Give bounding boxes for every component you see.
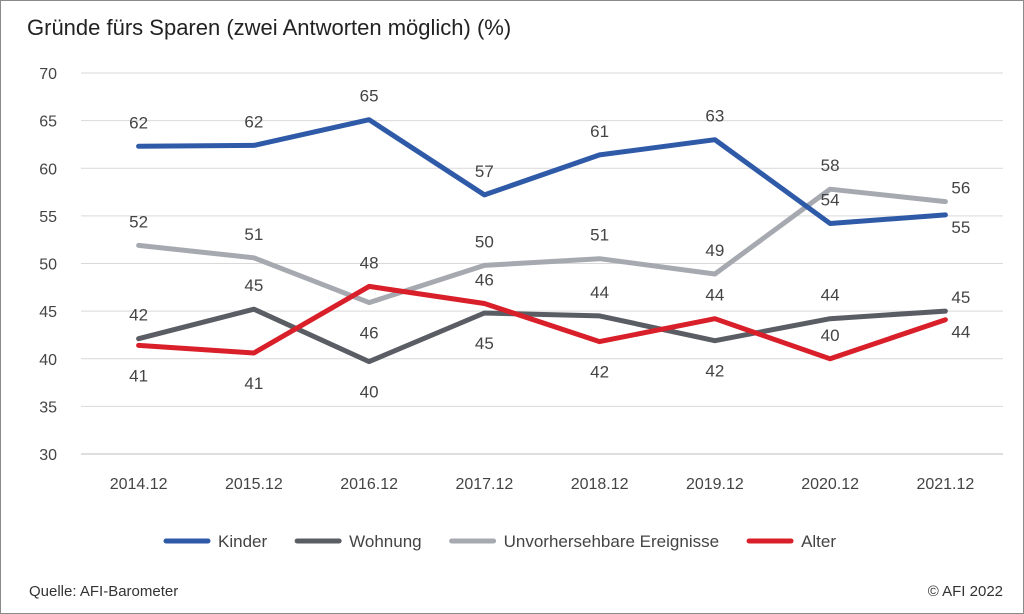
data-label: 42 bbox=[129, 306, 148, 325]
data-label: 44 bbox=[705, 286, 724, 305]
data-label: 40 bbox=[360, 383, 379, 402]
data-label: 42 bbox=[590, 363, 609, 382]
series-lines bbox=[136, 117, 948, 365]
y-tick-label: 50 bbox=[39, 257, 57, 274]
copyright-note: © AFI 2022 bbox=[927, 583, 1003, 600]
data-label: 51 bbox=[590, 226, 609, 245]
y-tick-label: 45 bbox=[39, 304, 57, 321]
series-line-unvorhersehbare-ereignisse bbox=[136, 186, 948, 306]
grid-lines bbox=[81, 72, 1003, 455]
data-label: 46 bbox=[360, 324, 379, 343]
data-label: 42 bbox=[705, 362, 724, 381]
legend: Kinder Wohnung Unvorhersehbare Ereignisse A… bbox=[163, 532, 836, 551]
data-label: 61 bbox=[590, 122, 609, 141]
data-label: 50 bbox=[475, 232, 494, 251]
series-line-alter bbox=[136, 283, 948, 362]
data-label: 48 bbox=[360, 253, 379, 272]
source-note: Quelle: AFI-Barometer bbox=[29, 583, 179, 600]
y-tick-label: 35 bbox=[39, 399, 57, 416]
data-label: 62 bbox=[244, 112, 263, 131]
x-axis: 2014.12 2015.12 2016.12 2017.12 2018.12 2019.… bbox=[110, 476, 975, 493]
data-label: 56 bbox=[951, 179, 970, 198]
x-tick-label: 2017.12 bbox=[455, 476, 513, 493]
legend-label: Alter bbox=[801, 532, 836, 551]
x-tick-label: 2016.12 bbox=[340, 476, 398, 493]
y-tick-label: 60 bbox=[39, 161, 57, 178]
data-label: 51 bbox=[244, 225, 263, 244]
x-tick-label: 2021.12 bbox=[916, 476, 974, 493]
data-label: 58 bbox=[821, 156, 840, 175]
legend-label: Kinder bbox=[218, 532, 267, 551]
legend-label: Wohnung bbox=[349, 532, 421, 551]
series-line-wohnung bbox=[136, 306, 948, 365]
data-label: 49 bbox=[705, 241, 724, 260]
data-label: 55 bbox=[951, 218, 970, 237]
chart-title: Gründe fürs Sparen (zwei Antworten mögli… bbox=[27, 15, 512, 40]
data-label: 65 bbox=[360, 87, 379, 106]
data-labels: 42 45 40 45 44 42 44 45 52 51 46 50 51 49 58 56 41 41 48 46… bbox=[129, 87, 970, 402]
data-label: 40 bbox=[821, 326, 840, 345]
data-label: 54 bbox=[821, 190, 840, 209]
data-label: 57 bbox=[475, 162, 494, 181]
data-label: 45 bbox=[244, 276, 263, 295]
series-line-kinder bbox=[136, 117, 948, 226]
data-label: 52 bbox=[129, 212, 148, 231]
data-label: 46 bbox=[475, 271, 494, 290]
legend-label: Unvorhersehbare Ereignisse bbox=[504, 532, 719, 551]
data-label: 44 bbox=[590, 283, 609, 302]
y-tick-label: 55 bbox=[39, 209, 57, 226]
data-label: 63 bbox=[705, 107, 724, 126]
y-tick-label: 40 bbox=[39, 352, 57, 369]
y-axis: 30 35 40 45 50 55 60 65 70 bbox=[39, 66, 57, 464]
data-label: 41 bbox=[129, 366, 148, 385]
x-tick-label: 2015.12 bbox=[225, 476, 283, 493]
x-tick-label: 2020.12 bbox=[801, 476, 859, 493]
x-tick-label: 2019.12 bbox=[686, 476, 744, 493]
data-label: 44 bbox=[821, 286, 840, 305]
data-label: 45 bbox=[475, 334, 494, 353]
data-label: 45 bbox=[951, 288, 970, 307]
data-label: 41 bbox=[244, 374, 263, 393]
x-tick-label: 2018.12 bbox=[571, 476, 629, 493]
y-tick-label: 70 bbox=[39, 66, 57, 83]
data-label: 44 bbox=[951, 323, 970, 342]
data-label: 62 bbox=[129, 113, 148, 132]
x-tick-label: 2014.12 bbox=[110, 476, 168, 493]
y-tick-label: 30 bbox=[39, 447, 57, 464]
y-tick-label: 65 bbox=[39, 114, 57, 131]
